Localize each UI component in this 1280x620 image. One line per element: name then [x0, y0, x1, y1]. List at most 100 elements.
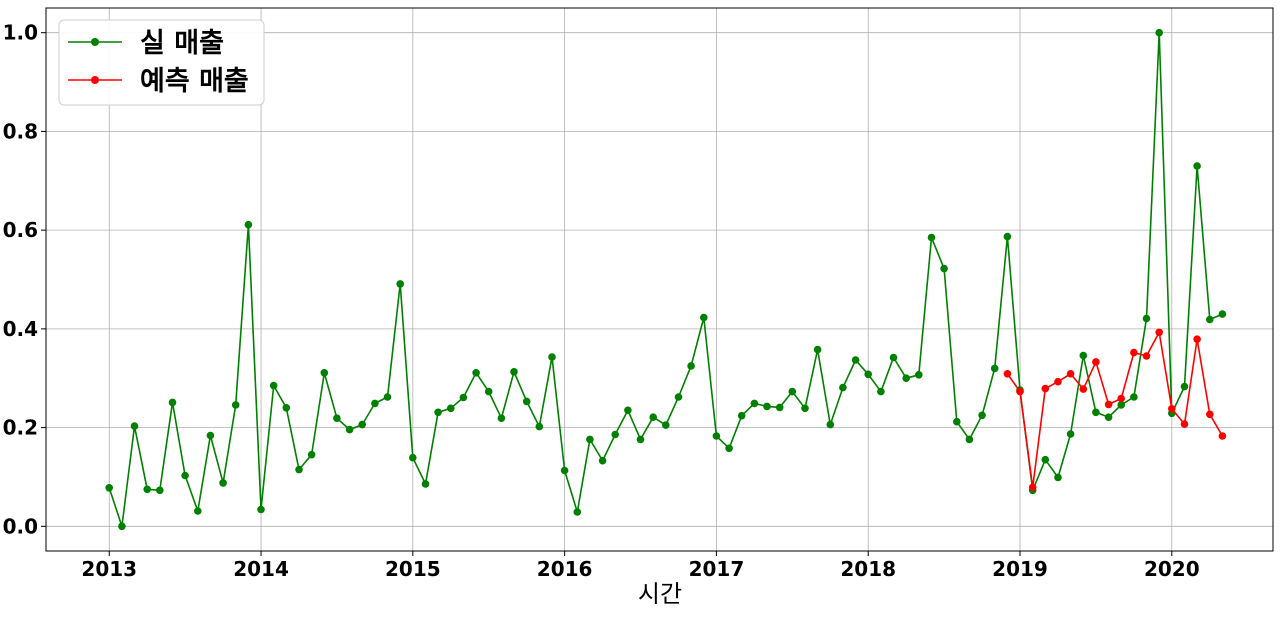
x-tick-label: 2014: [233, 557, 289, 581]
data-point-actual: [434, 408, 442, 417]
x-tick-label: 2015: [385, 557, 441, 581]
data-point-actual: [1142, 314, 1151, 323]
legend: 실 매출 예측 매출: [58, 19, 265, 106]
data-point-actual: [472, 369, 480, 377]
x-tick-label: 2019: [992, 557, 1048, 581]
data-point-actual: [522, 397, 531, 406]
data-point-actual: [421, 480, 430, 488]
data-point-actual: [1180, 382, 1189, 391]
data-point-actual: [712, 432, 721, 440]
y-tick-label: 0.4: [3, 317, 38, 341]
data-point-actual: [940, 264, 948, 273]
data-point-actual: [788, 387, 797, 396]
data-point-actual: [320, 369, 329, 377]
data-point-actual: [839, 383, 847, 392]
data-point-actual: [358, 420, 367, 429]
data-point-actual: [953, 417, 961, 426]
data-point-forecast: [1092, 358, 1100, 366]
legend-marker-actual: [91, 38, 99, 46]
y-tick-label: 0.8: [3, 119, 38, 143]
data-point-actual: [1117, 401, 1125, 409]
data-point-actual: [1003, 232, 1012, 241]
data-point-actual: [915, 371, 923, 379]
data-point-actual: [156, 486, 164, 495]
data-point-actual: [763, 402, 771, 411]
data-point-actual: [1155, 28, 1163, 37]
data-point-actual: [497, 414, 506, 423]
data-point-actual: [396, 280, 405, 288]
data-point-actual: [231, 401, 240, 409]
data-point-actual: [636, 435, 645, 444]
data-point-actual: [257, 505, 265, 514]
data-point-forecast: [1054, 377, 1062, 386]
data-point-forecast: [1028, 483, 1037, 492]
data-point-actual: [851, 356, 860, 364]
legend-label-actual: 실 매출: [140, 28, 224, 59]
data-point-forecast: [1142, 352, 1151, 360]
series-layer: [105, 28, 1227, 531]
legend-marker-forecast: [91, 76, 99, 84]
data-point-actual: [927, 233, 936, 242]
data-point-actual: [1193, 162, 1201, 170]
data-point-actual: [409, 453, 417, 462]
x-tick-label: 2016: [537, 557, 593, 581]
data-point-actual: [737, 411, 746, 420]
data-point-actual: [864, 370, 872, 379]
y-tick-label: 0.0: [3, 514, 38, 538]
data-point-actual: [826, 420, 835, 429]
y-tick-label: 0.6: [3, 218, 38, 242]
data-point-actual: [510, 368, 518, 376]
data-point-forecast: [1206, 410, 1214, 419]
data-point-actual: [725, 444, 733, 453]
data-point-forecast: [1104, 400, 1113, 409]
data-point-actual: [269, 381, 278, 390]
data-point-actual: [194, 507, 202, 515]
data-point-actual: [1041, 455, 1050, 464]
data-point-forecast: [1117, 394, 1125, 403]
data-point-forecast: [1218, 432, 1227, 440]
data-point-actual: [1092, 408, 1100, 417]
data-point-actual: [877, 387, 885, 396]
data-point-actual: [244, 220, 253, 229]
x-tick-label: 2013: [81, 557, 137, 581]
data-point-forecast: [1168, 405, 1176, 413]
data-point-forecast: [1041, 384, 1050, 393]
data-point-actual: [206, 431, 215, 440]
data-point-actual: [1066, 430, 1075, 438]
data-point-actual: [333, 414, 341, 423]
data-point-actual: [295, 465, 303, 474]
data-point-actual: [586, 435, 594, 444]
data-point-actual: [282, 404, 291, 412]
data-point-actual: [750, 399, 759, 408]
data-point-actual: [674, 393, 683, 401]
data-point-actual: [219, 479, 227, 487]
y-tick-label: 1.0: [3, 21, 38, 45]
data-point-forecast: [1003, 370, 1012, 378]
data-point-forecast: [1066, 370, 1075, 378]
data-point-actual: [598, 456, 607, 465]
data-point-actual: [143, 485, 151, 494]
data-point-actual: [611, 430, 619, 439]
y-tick-label: 0.2: [3, 416, 38, 440]
data-point-actual: [649, 413, 657, 422]
data-point-actual: [484, 387, 493, 396]
data-point-actual: [105, 484, 113, 492]
data-point-actual: [700, 313, 708, 322]
data-point-actual: [624, 406, 632, 415]
data-point-actual: [902, 374, 910, 383]
data-point-forecast: [1016, 387, 1024, 396]
data-point-actual: [307, 450, 316, 459]
data-point-forecast: [1130, 348, 1138, 357]
data-point-forecast: [1079, 385, 1088, 393]
data-point-actual: [1054, 473, 1062, 482]
plot-frame: [45, 7, 1274, 552]
data-point-actual: [447, 404, 455, 413]
data-point-forecast: [1193, 335, 1201, 344]
data-point-actual: [687, 362, 695, 370]
x-tick-label: 2020: [1144, 557, 1200, 581]
grid-layer: [46, 8, 1273, 551]
data-point-actual: [1206, 315, 1214, 324]
data-point-actual: [181, 471, 189, 480]
